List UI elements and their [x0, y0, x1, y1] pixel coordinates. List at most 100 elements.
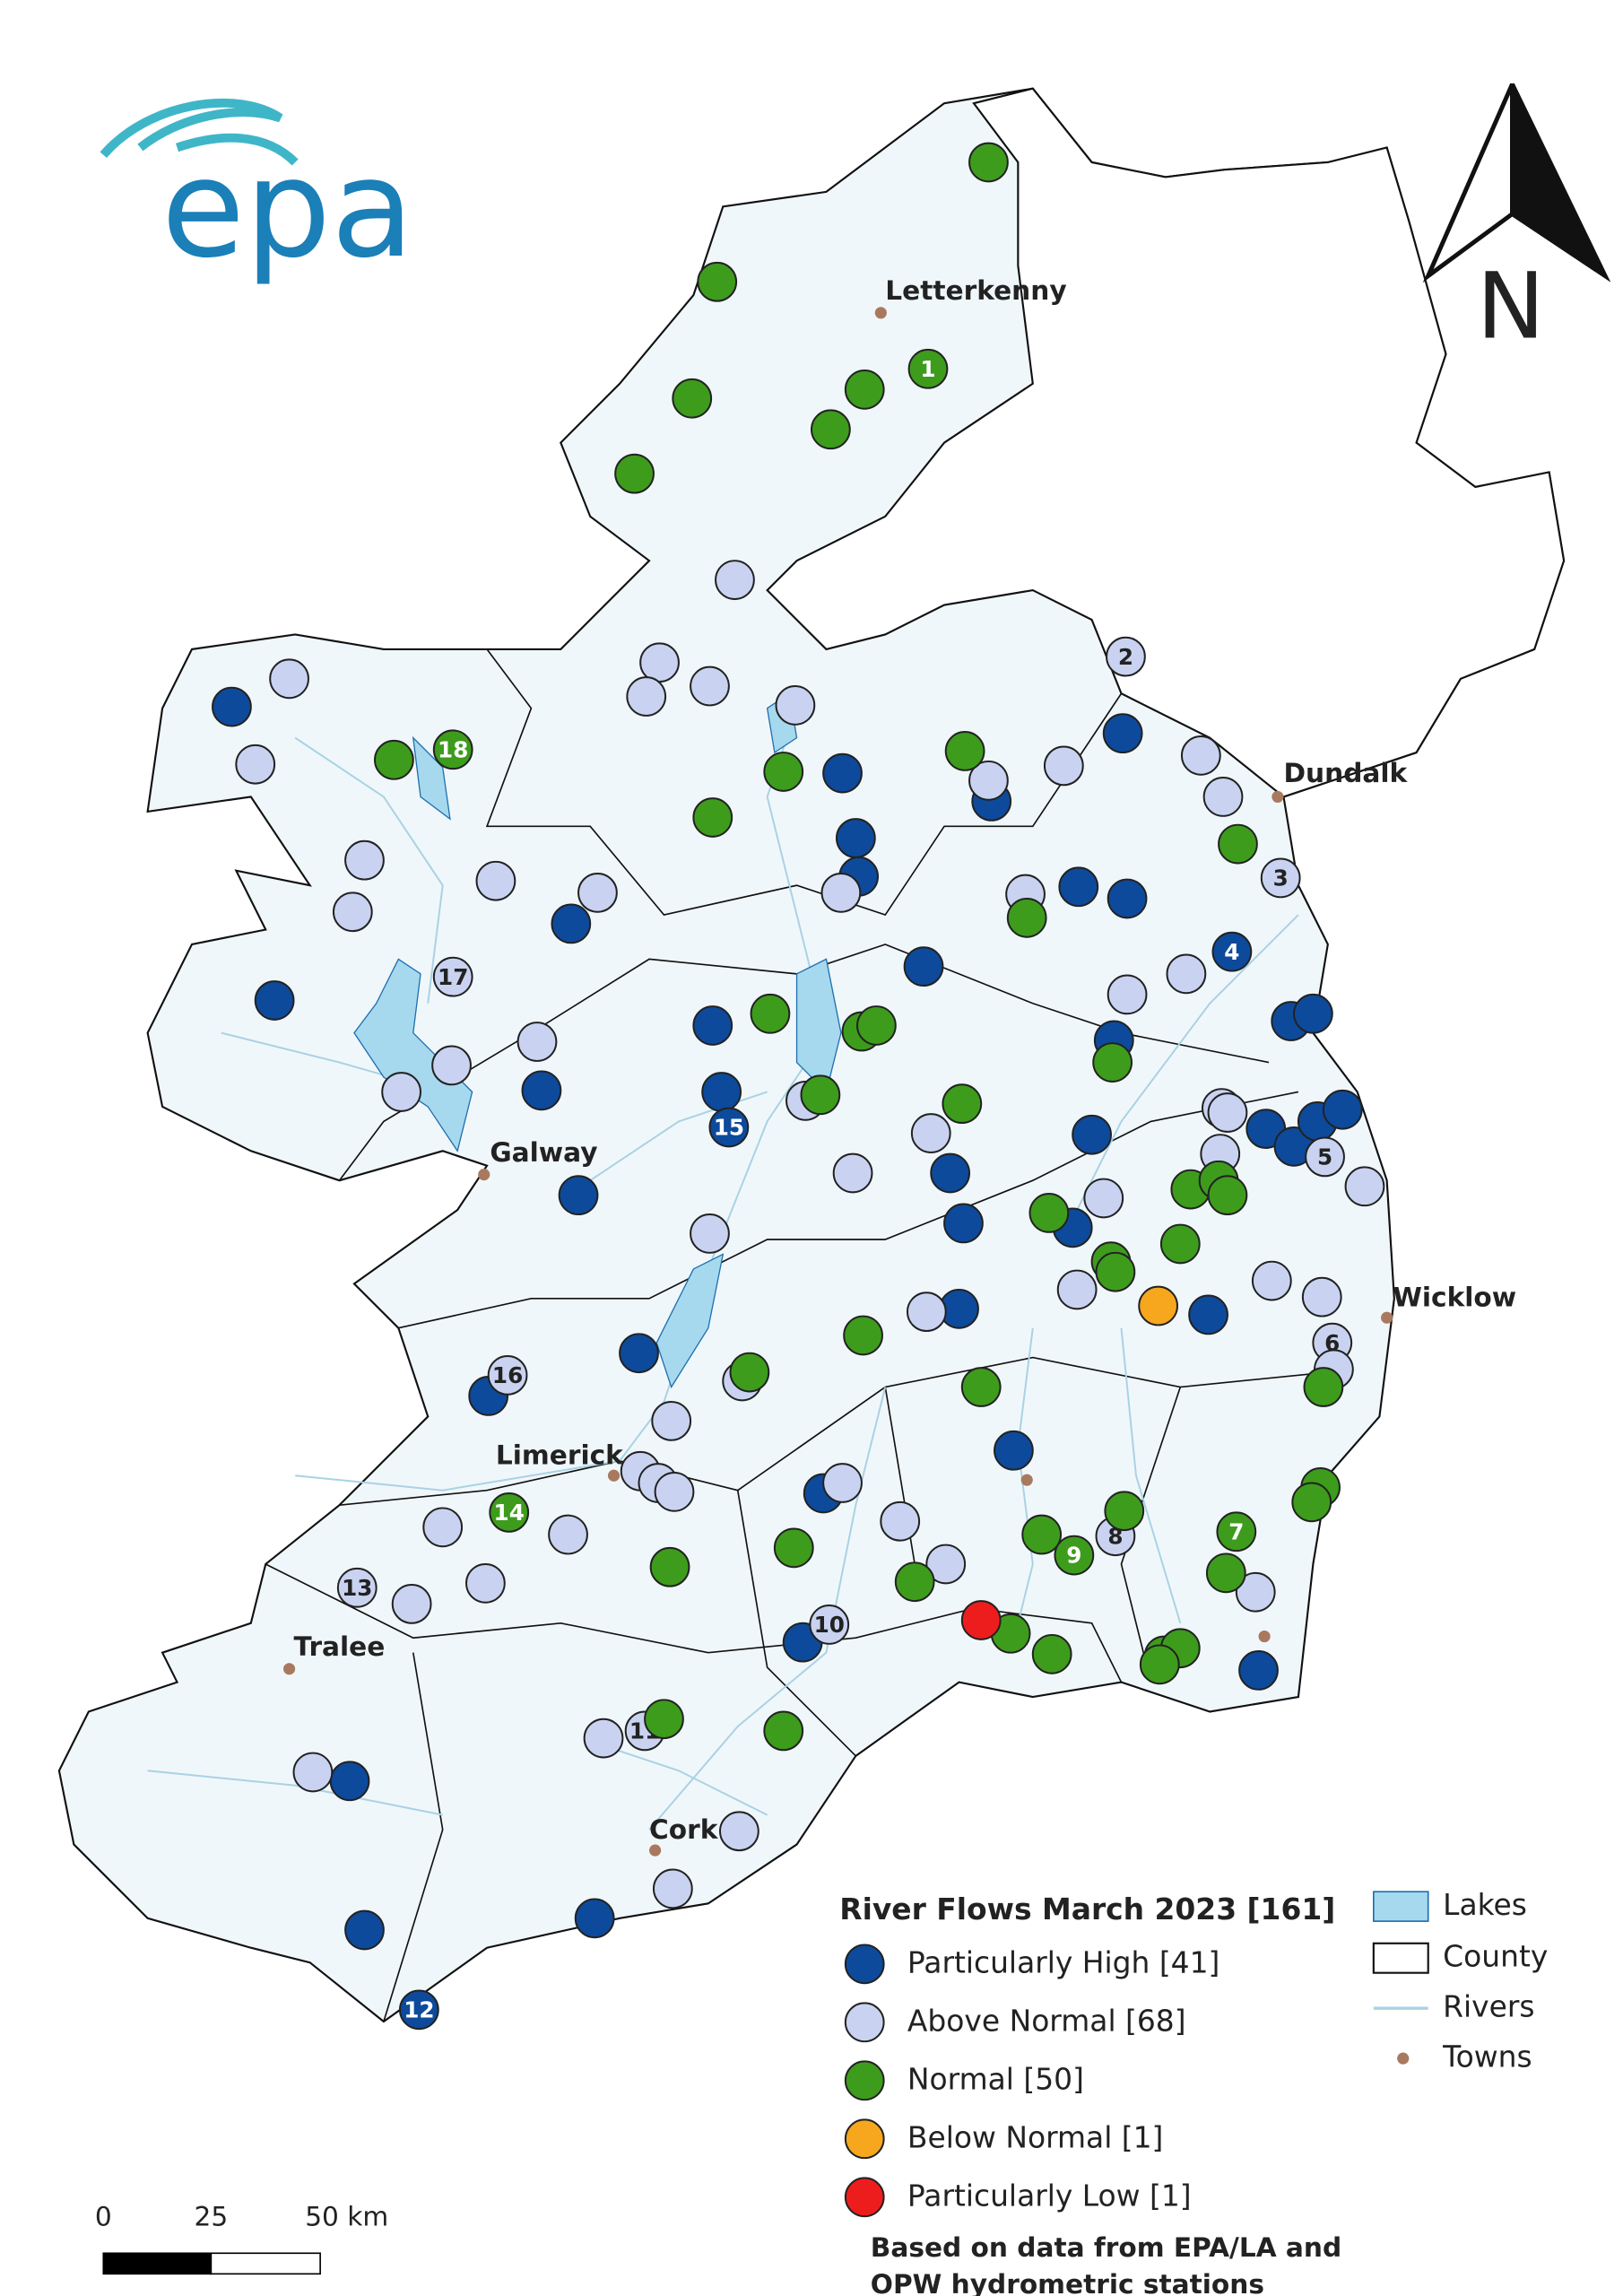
town-label: Limerick — [496, 1439, 624, 1470]
station-marker — [1322, 1089, 1363, 1130]
station-marker — [1056, 1269, 1098, 1310]
town-dot — [649, 1844, 662, 1857]
station-marker — [269, 658, 309, 700]
station-marker — [1211, 931, 1253, 972]
station-marker — [487, 1354, 528, 1396]
station-marker — [1107, 878, 1148, 919]
station-marker — [1180, 735, 1221, 776]
station-number: 13 — [342, 1575, 372, 1601]
station-marker — [1235, 1571, 1276, 1613]
legend-swatch — [844, 2060, 885, 2101]
station-marker — [994, 1430, 1034, 1471]
station-number: 7 — [1228, 1518, 1244, 1544]
station-number: 10 — [814, 1612, 845, 1638]
legend-swatch — [844, 2118, 885, 2160]
town-dot — [1020, 1474, 1033, 1486]
station-marker — [254, 980, 295, 1021]
station-marker — [465, 1562, 506, 1604]
station-marker — [835, 818, 876, 858]
layer-label: Towns — [1442, 2039, 1532, 2074]
scale-bar-white — [210, 2252, 321, 2275]
station-number: 5 — [1317, 1144, 1332, 1170]
station-marker — [930, 1152, 971, 1194]
station-marker — [1293, 993, 1333, 1034]
station-marker — [329, 1761, 370, 1802]
station-number: 16 — [492, 1362, 523, 1388]
station-marker — [1303, 1367, 1344, 1407]
station-marker — [574, 1898, 615, 1939]
station-marker — [715, 560, 755, 600]
town-label: Dundalk — [1283, 758, 1408, 788]
station-marker — [775, 685, 816, 726]
station-marker — [644, 1699, 684, 1740]
station-marker — [626, 676, 667, 717]
station-marker — [1159, 1223, 1201, 1265]
town-dot — [874, 307, 887, 319]
station-marker — [332, 891, 373, 933]
station-marker — [614, 453, 655, 494]
station-marker — [649, 1546, 690, 1587]
station-marker — [773, 1527, 814, 1569]
station-marker — [398, 1989, 439, 2031]
station-marker — [1043, 745, 1084, 787]
station-marker — [843, 1315, 883, 1356]
station-marker — [1054, 1535, 1095, 1576]
station-marker — [1305, 1136, 1345, 1178]
station-marker — [344, 839, 385, 881]
station-marker — [672, 378, 713, 419]
station-marker — [381, 1072, 421, 1112]
station-marker — [763, 752, 804, 792]
station-marker — [880, 1500, 921, 1542]
north-arrow-right — [1510, 83, 1611, 283]
station-marker — [432, 956, 473, 997]
legend-swatch — [844, 2002, 885, 2043]
station-marker — [942, 1083, 983, 1125]
station-marker — [1251, 1260, 1292, 1301]
layer-swatch-lakes — [1373, 1891, 1429, 1922]
station-marker — [692, 1005, 733, 1046]
station-marker — [374, 739, 414, 780]
station-marker — [652, 1868, 693, 1909]
station-marker — [800, 1074, 841, 1116]
station-marker — [1238, 1650, 1279, 1691]
station-marker — [906, 1292, 947, 1332]
station-marker — [639, 642, 680, 683]
station-marker — [1216, 1511, 1257, 1552]
source-note: Based on data from EPA/LA and — [871, 2232, 1341, 2263]
station-marker — [651, 1400, 692, 1441]
station-marker — [583, 1718, 624, 1759]
station-marker — [1205, 1552, 1246, 1594]
logo-text: epa — [161, 130, 414, 288]
station-marker — [212, 686, 252, 727]
legend-label: Particularly Low [1] — [907, 2178, 1192, 2213]
station-marker — [943, 1203, 984, 1244]
town-dot — [1271, 790, 1284, 804]
station-marker — [558, 1175, 599, 1216]
legend-title: River Flows March 2023 [161] — [839, 1892, 1335, 1926]
town-label: Cork — [649, 1814, 719, 1845]
station-marker — [1095, 1251, 1136, 1292]
legend-label: Above Normal [68] — [907, 2003, 1186, 2038]
scale-label: 25 — [195, 2201, 229, 2231]
station-marker — [1291, 1482, 1332, 1523]
station-marker — [809, 1605, 850, 1645]
station-marker — [336, 1567, 378, 1608]
station-marker — [701, 1072, 742, 1112]
station-marker — [844, 369, 885, 410]
station-marker — [1006, 897, 1047, 938]
station-marker — [1139, 1644, 1180, 1685]
station-marker — [391, 1584, 432, 1624]
station-marker — [907, 348, 949, 389]
station-number: 14 — [494, 1500, 525, 1526]
station-marker — [1102, 713, 1143, 754]
station-marker — [968, 760, 1009, 801]
source-note: OPW hydrometric stations — [871, 2269, 1264, 2296]
layer-swatch-county — [1372, 1942, 1429, 1974]
station-marker — [910, 1113, 951, 1153]
station-number: 18 — [438, 736, 468, 762]
station-marker — [1207, 1175, 1248, 1216]
town-dot — [1258, 1630, 1271, 1643]
station-number: 1 — [920, 356, 935, 382]
station-number: 4 — [1224, 939, 1239, 965]
